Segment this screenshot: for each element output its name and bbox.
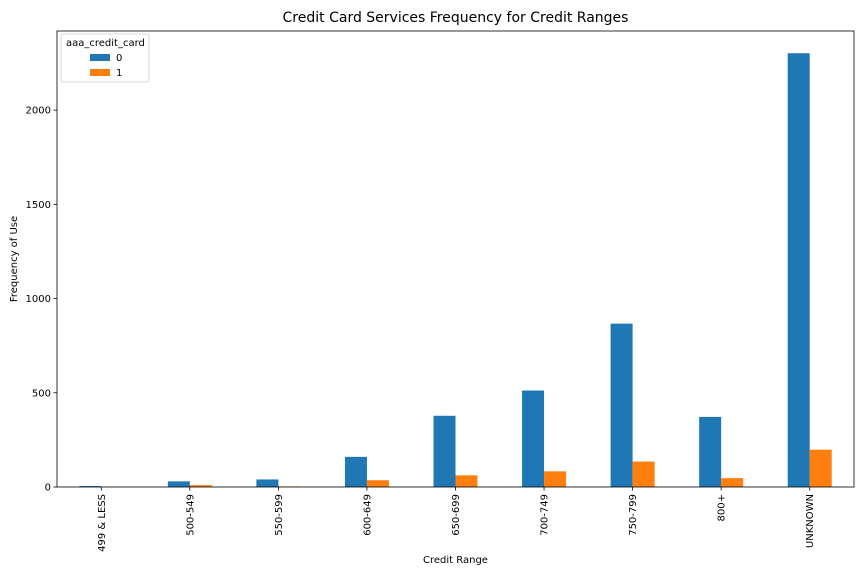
y-tick-label: 0 (45, 483, 51, 494)
bar-750-799-series-0 (610, 323, 633, 487)
plot-frame (56, 30, 855, 488)
bar-800--series-1 (721, 478, 744, 487)
y-tick-label: 1000 (26, 294, 51, 305)
legend-label-1: 1 (116, 68, 122, 79)
legend-swatch-0 (90, 54, 110, 61)
bar-500-549-series-1 (189, 485, 212, 487)
x-tick-label: 550-599 (274, 494, 285, 536)
legend-swatch-1 (90, 69, 110, 76)
bar-650-699-series-0 (433, 415, 456, 487)
x-tick-label: 650-699 (451, 494, 462, 536)
x-tick-label: 499 & LESS (97, 494, 108, 552)
x-tick-label: UNKNOWN (805, 494, 816, 548)
bar-550-599-series-0 (256, 479, 279, 487)
y-axis-label: Frequency of Use (9, 216, 20, 302)
y-tick-label: 2000 (26, 106, 51, 117)
bar-700-749-series-0 (522, 390, 545, 487)
y-axis-ticks: 0 500 1000 1500 2000 (26, 106, 57, 494)
bar-unknown-series-1 (809, 449, 832, 487)
bar-unknown-series-0 (787, 53, 810, 487)
x-axis-label: Credit Range (423, 555, 488, 566)
x-tick-label: 750-799 (628, 494, 639, 536)
x-tick-label: 600-649 (362, 494, 373, 536)
legend-label-0: 0 (116, 53, 122, 64)
bar-650-699-series-1 (455, 475, 478, 487)
y-tick-label: 1500 (26, 200, 51, 211)
bar-500-549-series-0 (167, 481, 190, 487)
bar-600-649-series-0 (344, 456, 367, 487)
x-tick-label: 800+ (717, 494, 728, 521)
bars-group (79, 53, 832, 487)
bar-750-799-series-1 (632, 461, 655, 487)
bar-700-749-series-1 (544, 471, 567, 487)
x-tick-label: 700-749 (540, 494, 551, 536)
x-tick-label: 500-549 (185, 494, 196, 536)
bar-600-649-series-1 (366, 480, 389, 487)
y-tick-label: 500 (32, 388, 51, 399)
x-axis-ticks: 499 & LESS 500-549 550-599 600-649 650-699 70… (97, 487, 816, 552)
chart-title: Credit Card Services Frequency for Credi… (283, 10, 629, 26)
legend: aaa_credit_card 0 1 (60, 33, 150, 83)
bar-800--series-0 (699, 416, 722, 487)
legend-title: aaa_credit_card (66, 38, 145, 49)
bar-499-less-series-0 (79, 486, 102, 487)
